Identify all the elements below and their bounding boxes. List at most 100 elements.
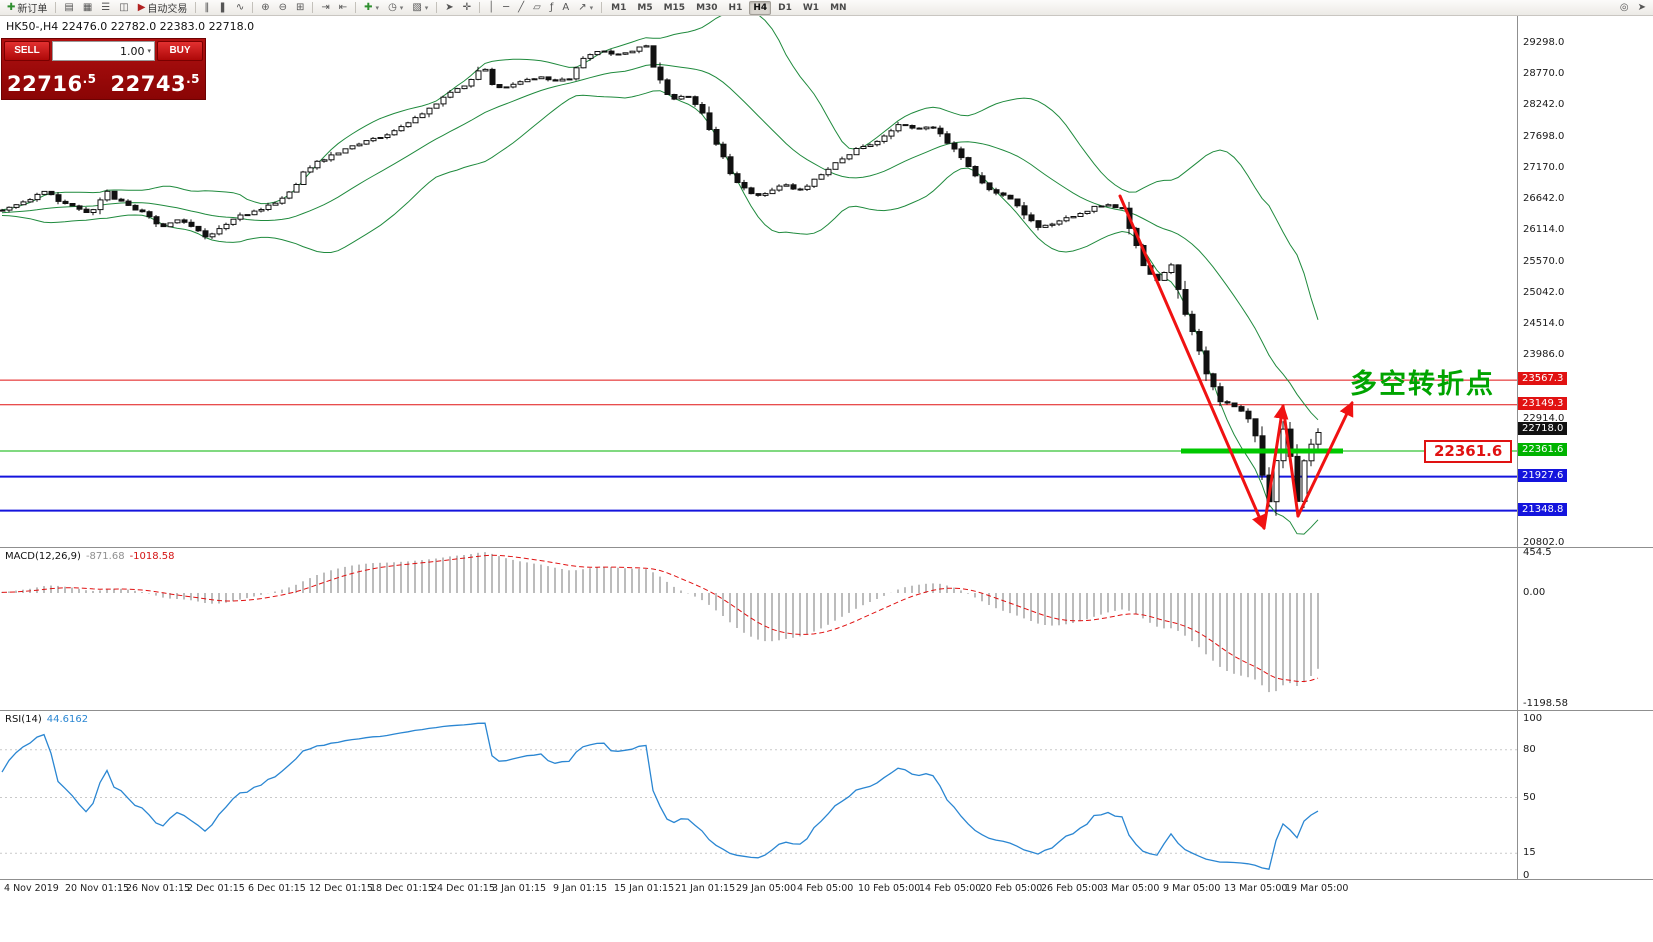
candles-chart-icon[interactable]: ❚ [214, 0, 230, 16]
time-label: 9 Mar 05:00 [1163, 883, 1221, 894]
zoom-in-icon[interactable]: ⊕ [257, 0, 273, 16]
timeframe-w1[interactable]: W1 [802, 2, 820, 13]
data-window-icon-glyph: ◫ [119, 1, 129, 13]
horizontal-line-icon[interactable]: ─ [499, 0, 513, 16]
pointer-mode-icon[interactable]: ➤ [1634, 0, 1650, 16]
chart-window-icon[interactable]: ▤ [60, 0, 77, 16]
toolbar-separator [195, 2, 197, 13]
timeframe-h1[interactable]: H1 [728, 2, 743, 13]
templates-icon[interactable]: ▧ ▾ [408, 0, 432, 16]
line-chart-icon[interactable]: ∿ [232, 0, 248, 16]
new-order-button-glyph: ✚ [7, 1, 16, 13]
rsi-panel[interactable] [0, 711, 1517, 880]
time-label: 4 Feb 05:00 [797, 883, 854, 894]
data-window-icon[interactable]: ◫ [115, 0, 132, 16]
volume-value: 1.00 [119, 44, 145, 58]
time-label: 18 Dec 01:15 [370, 883, 434, 894]
channel-icon[interactable]: ▱ [529, 0, 545, 16]
dropdown-caret-icon: ▾ [589, 3, 594, 12]
trendline-icon[interactable]: ╱ [514, 0, 528, 16]
sell-button[interactable]: SELL [4, 41, 50, 61]
grid-icon[interactable]: ⊞ [292, 0, 308, 16]
time-label: 20 Nov 01:15 [65, 883, 130, 894]
arrows-tool-icon-glyph: ↗ [578, 1, 587, 13]
timeframe-m15[interactable]: M15 [663, 2, 686, 13]
periods-icon[interactable]: ◷ ▾ [384, 0, 407, 16]
text-label-icon-glyph: A [562, 1, 570, 13]
market-watch-icon-glyph: ☰ [101, 1, 111, 13]
panel-splitter[interactable] [0, 547, 1653, 548]
price-label: 80 [1523, 744, 1536, 755]
arrows-tool-icon[interactable]: ↗ ▾ [574, 0, 597, 16]
autotrading-button[interactable]: ▶ 自动交易 [134, 0, 192, 16]
price-chart[interactable] [0, 16, 1517, 547]
timeframe-m5[interactable]: M5 [637, 2, 653, 13]
trade-panel-controls: SELL 1.00 ▾ BUY [2, 39, 205, 63]
time-label: 29 Jan 05:00 [736, 883, 797, 894]
search-icon[interactable]: ◎ [1616, 0, 1633, 16]
one-click-trade-panel: SELL 1.00 ▾ BUY 22716.5 22743.5 [1, 38, 206, 100]
timeframe-d1[interactable]: D1 [778, 2, 792, 13]
buy-button[interactable]: BUY [157, 41, 203, 61]
auto-scroll-icon-glyph: ⇥ [321, 1, 330, 13]
channel-icon-glyph: ▱ [533, 1, 541, 13]
time-axis[interactable]: 4 Nov 2019 20 Nov 01:15 26 Nov 01:15 2 Dec … [0, 880, 1517, 900]
timeframe-mn[interactable]: MN [830, 2, 847, 13]
bars-chart-icon-glyph: ‖ [204, 1, 210, 13]
turning-point-annotation: 多空转折点 [1350, 369, 1495, 400]
time-label: 3 Mar 05:00 [1102, 883, 1160, 894]
price-label: 454.5 [1523, 547, 1552, 558]
price-label: 22914.0 [1523, 412, 1565, 424]
trend-arrows-annotation[interactable] [1118, 194, 1354, 531]
toolbar-separator [355, 2, 357, 13]
rsi-value: 44.6162 [46, 714, 89, 725]
text-label-icon[interactable]: A [558, 0, 573, 16]
profiles-icon[interactable]: ▦ [79, 0, 96, 16]
new-order-button[interactable]: ✚ 新订单 [3, 0, 51, 16]
price-label: 0.00 [1523, 587, 1546, 598]
toolbar-separator [312, 2, 314, 13]
candlesticks [0, 44, 1322, 516]
zoom-out-icon[interactable]: ⊖ [275, 0, 291, 16]
zoom-out-icon-glyph: ⊖ [278, 1, 287, 13]
price-label: 15 [1523, 847, 1536, 858]
chart-shift-icon-glyph: ⇤ [338, 1, 348, 13]
trendline-icon-glyph: ╱ [518, 1, 525, 13]
profiles-icon-glyph: ▦ [82, 1, 93, 13]
fibonacci-icon[interactable]: ƒ [546, 0, 558, 16]
volume-dropdown-icon[interactable]: ▾ [147, 47, 151, 55]
cursor-icon[interactable]: ➤ [441, 0, 457, 16]
price-callout-box: 22361.6 [1424, 440, 1513, 463]
macd-panel[interactable] [0, 548, 1517, 710]
price-label: 25570.0 [1523, 256, 1565, 268]
bars-chart-icon[interactable]: ‖ [200, 0, 213, 16]
timeframe-m30[interactable]: M30 [696, 2, 718, 13]
timeframe-m1[interactable]: M1 [611, 2, 627, 13]
macd-main-value: -871.68 [85, 551, 125, 562]
time-label: 21 Jan 01:15 [675, 883, 736, 894]
time-label: 6 Dec 01:15 [248, 883, 306, 894]
price-badge: 21348.8 [1518, 502, 1568, 516]
toolbar-separator [252, 2, 254, 13]
bottom-strip [0, 900, 1653, 942]
support-zone-segment[interactable] [1181, 448, 1343, 454]
timeframe-h4[interactable]: H4 [749, 0, 772, 15]
panel-splitter[interactable] [0, 710, 1653, 711]
horizontal-line-icon-glyph: ─ [503, 1, 510, 13]
indicators-icon[interactable]: ✚ ▾ [360, 0, 383, 16]
volume-input[interactable]: 1.00 ▾ [52, 41, 155, 61]
chart-shift-icon[interactable]: ⇤ [335, 0, 351, 16]
macd-label: MACD(12,26,9) -871.68 -1018.58 [5, 551, 175, 562]
auto-scroll-icon[interactable]: ⇥ [317, 0, 333, 16]
price-label: 23986.0 [1523, 349, 1565, 361]
price-scale[interactable]: 29298.0 28770.0 28242.0 27698.0 27170.0 26642… [1517, 16, 1653, 881]
price-label: 0 [1523, 870, 1530, 881]
time-label: 3 Jan 01:15 [492, 883, 547, 894]
market-watch-icon[interactable]: ☰ [97, 0, 114, 16]
time-label: 9 Jan 01:15 [553, 883, 608, 894]
price-label: 20802.0 [1523, 536, 1565, 548]
search-icon-glyph: ◎ [1619, 1, 1629, 13]
vertical-line-icon[interactable]: │ [484, 0, 498, 16]
crosshair-icon[interactable]: ✛ [459, 0, 475, 16]
